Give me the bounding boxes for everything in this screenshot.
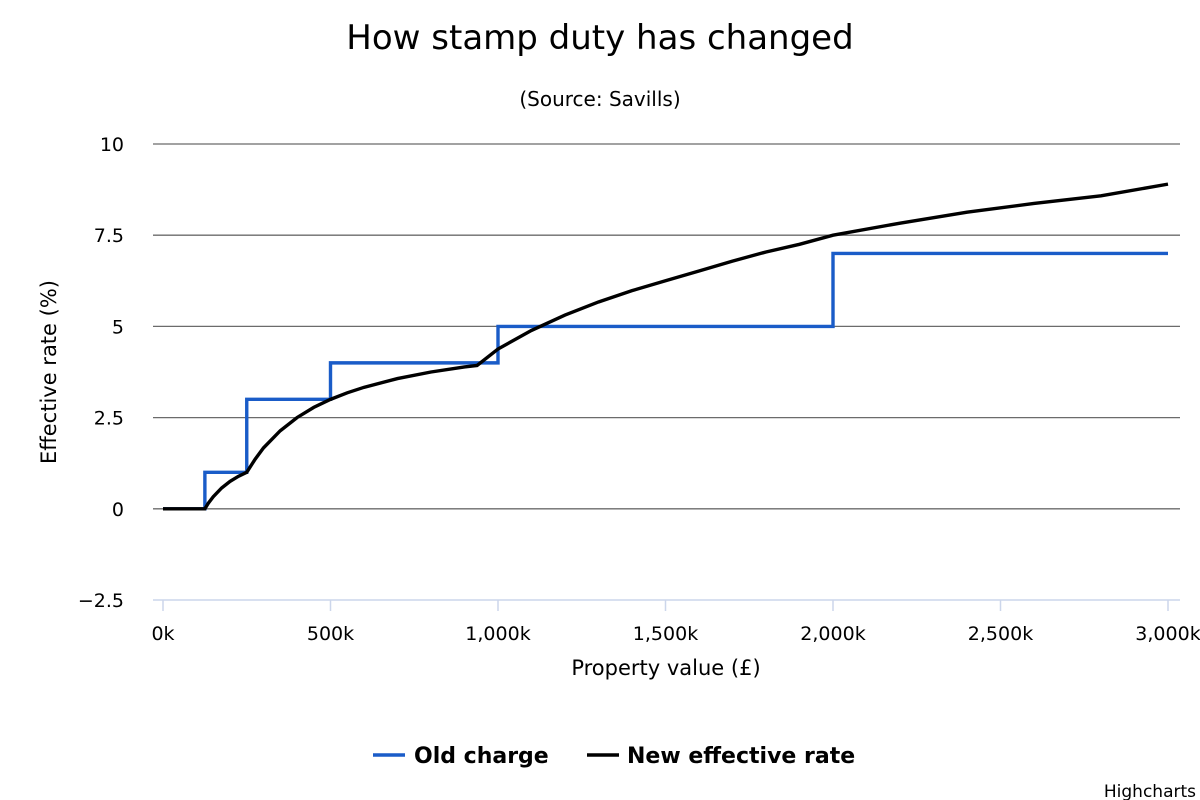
- legend-label: New effective rate: [627, 744, 855, 769]
- y-tick-label: 7.5: [94, 225, 124, 247]
- series-old-charge-line[interactable]: [163, 251, 1168, 511]
- x-tick-label: 2,000k: [800, 623, 865, 645]
- plot-area: [163, 182, 1169, 511]
- x-tick-label: 1,500k: [633, 623, 698, 645]
- series-new-effective-rate-line[interactable]: [163, 182, 1169, 511]
- legend-label: Old charge: [414, 744, 549, 769]
- legend-item-old-charge[interactable]: Old charge: [373, 744, 549, 769]
- x-tick-label: 500k: [307, 623, 354, 645]
- y-tick-label: 0: [112, 499, 124, 521]
- y-tick-label: 2.5: [94, 408, 124, 430]
- x-tick-label: 3,000k: [1135, 623, 1200, 645]
- x-axis: 0k 500k 1,000k 1,500k 2,000k 2,500k 3,000k: [151, 599, 1200, 645]
- credits-text[interactable]: Highcharts: [1104, 782, 1196, 800]
- x-tick-label: 1,000k: [465, 623, 530, 645]
- x-tick-label: 2,500k: [968, 623, 1033, 645]
- y-axis-title: Effective rate (%): [37, 280, 61, 464]
- y-tick-label: 10: [100, 134, 124, 156]
- legend: Old charge New effective rate: [373, 744, 855, 769]
- legend-item-new-effective-rate[interactable]: New effective rate: [587, 744, 855, 769]
- x-tick-label: 0k: [151, 623, 174, 645]
- y-axis: −2.5 0 2.5 5 7.5 10: [78, 134, 124, 612]
- chart-subtitle: (Source: Savills): [519, 87, 680, 111]
- x-axis-title: Property value (£): [571, 656, 760, 680]
- y-tick-label: 5: [112, 316, 124, 338]
- chart-title: How stamp duty has changed: [346, 18, 853, 58]
- y-tick-label: −2.5: [78, 590, 124, 612]
